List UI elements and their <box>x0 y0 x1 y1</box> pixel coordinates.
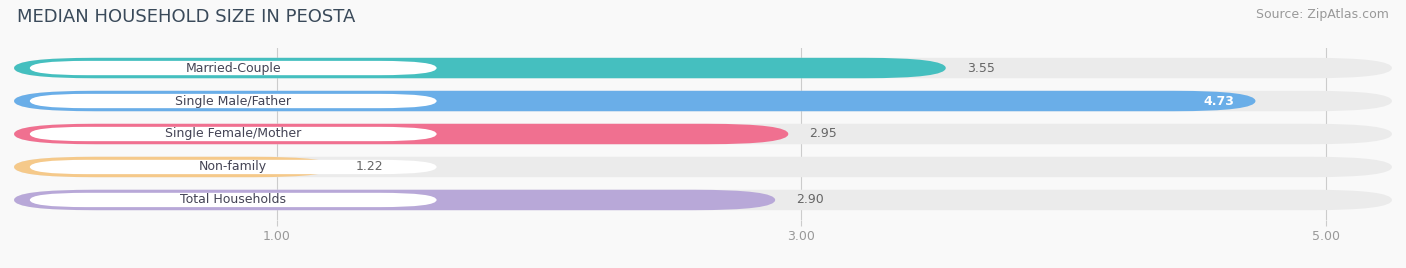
FancyBboxPatch shape <box>30 127 437 141</box>
Text: 2.90: 2.90 <box>796 193 824 206</box>
FancyBboxPatch shape <box>14 190 1392 210</box>
Text: Single Female/Mother: Single Female/Mother <box>165 128 301 140</box>
FancyBboxPatch shape <box>14 124 789 144</box>
Text: MEDIAN HOUSEHOLD SIZE IN PEOSTA: MEDIAN HOUSEHOLD SIZE IN PEOSTA <box>17 8 356 26</box>
Text: Single Male/Father: Single Male/Father <box>176 95 291 107</box>
FancyBboxPatch shape <box>14 190 775 210</box>
FancyBboxPatch shape <box>30 61 437 75</box>
FancyBboxPatch shape <box>30 193 437 207</box>
FancyBboxPatch shape <box>14 58 946 78</box>
FancyBboxPatch shape <box>14 91 1392 111</box>
FancyBboxPatch shape <box>14 91 1256 111</box>
Text: 1.22: 1.22 <box>356 161 382 173</box>
Text: 4.73: 4.73 <box>1204 95 1234 107</box>
Text: Source: ZipAtlas.com: Source: ZipAtlas.com <box>1256 8 1389 21</box>
FancyBboxPatch shape <box>30 160 437 174</box>
FancyBboxPatch shape <box>14 157 1392 177</box>
FancyBboxPatch shape <box>30 94 437 108</box>
Text: Married-Couple: Married-Couple <box>186 62 281 75</box>
FancyBboxPatch shape <box>14 157 335 177</box>
Text: Total Households: Total Households <box>180 193 287 206</box>
FancyBboxPatch shape <box>14 124 1392 144</box>
Text: 3.55: 3.55 <box>967 62 994 75</box>
Text: 2.95: 2.95 <box>810 128 837 140</box>
Text: Non-family: Non-family <box>200 161 267 173</box>
FancyBboxPatch shape <box>14 58 1392 78</box>
